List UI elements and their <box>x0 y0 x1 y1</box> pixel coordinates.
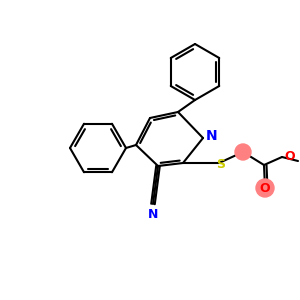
Text: O: O <box>260 182 270 194</box>
Text: S: S <box>217 158 226 172</box>
Text: O: O <box>284 149 295 163</box>
Circle shape <box>235 144 251 160</box>
Circle shape <box>256 179 274 197</box>
Text: N: N <box>206 129 218 143</box>
Text: N: N <box>148 208 158 221</box>
